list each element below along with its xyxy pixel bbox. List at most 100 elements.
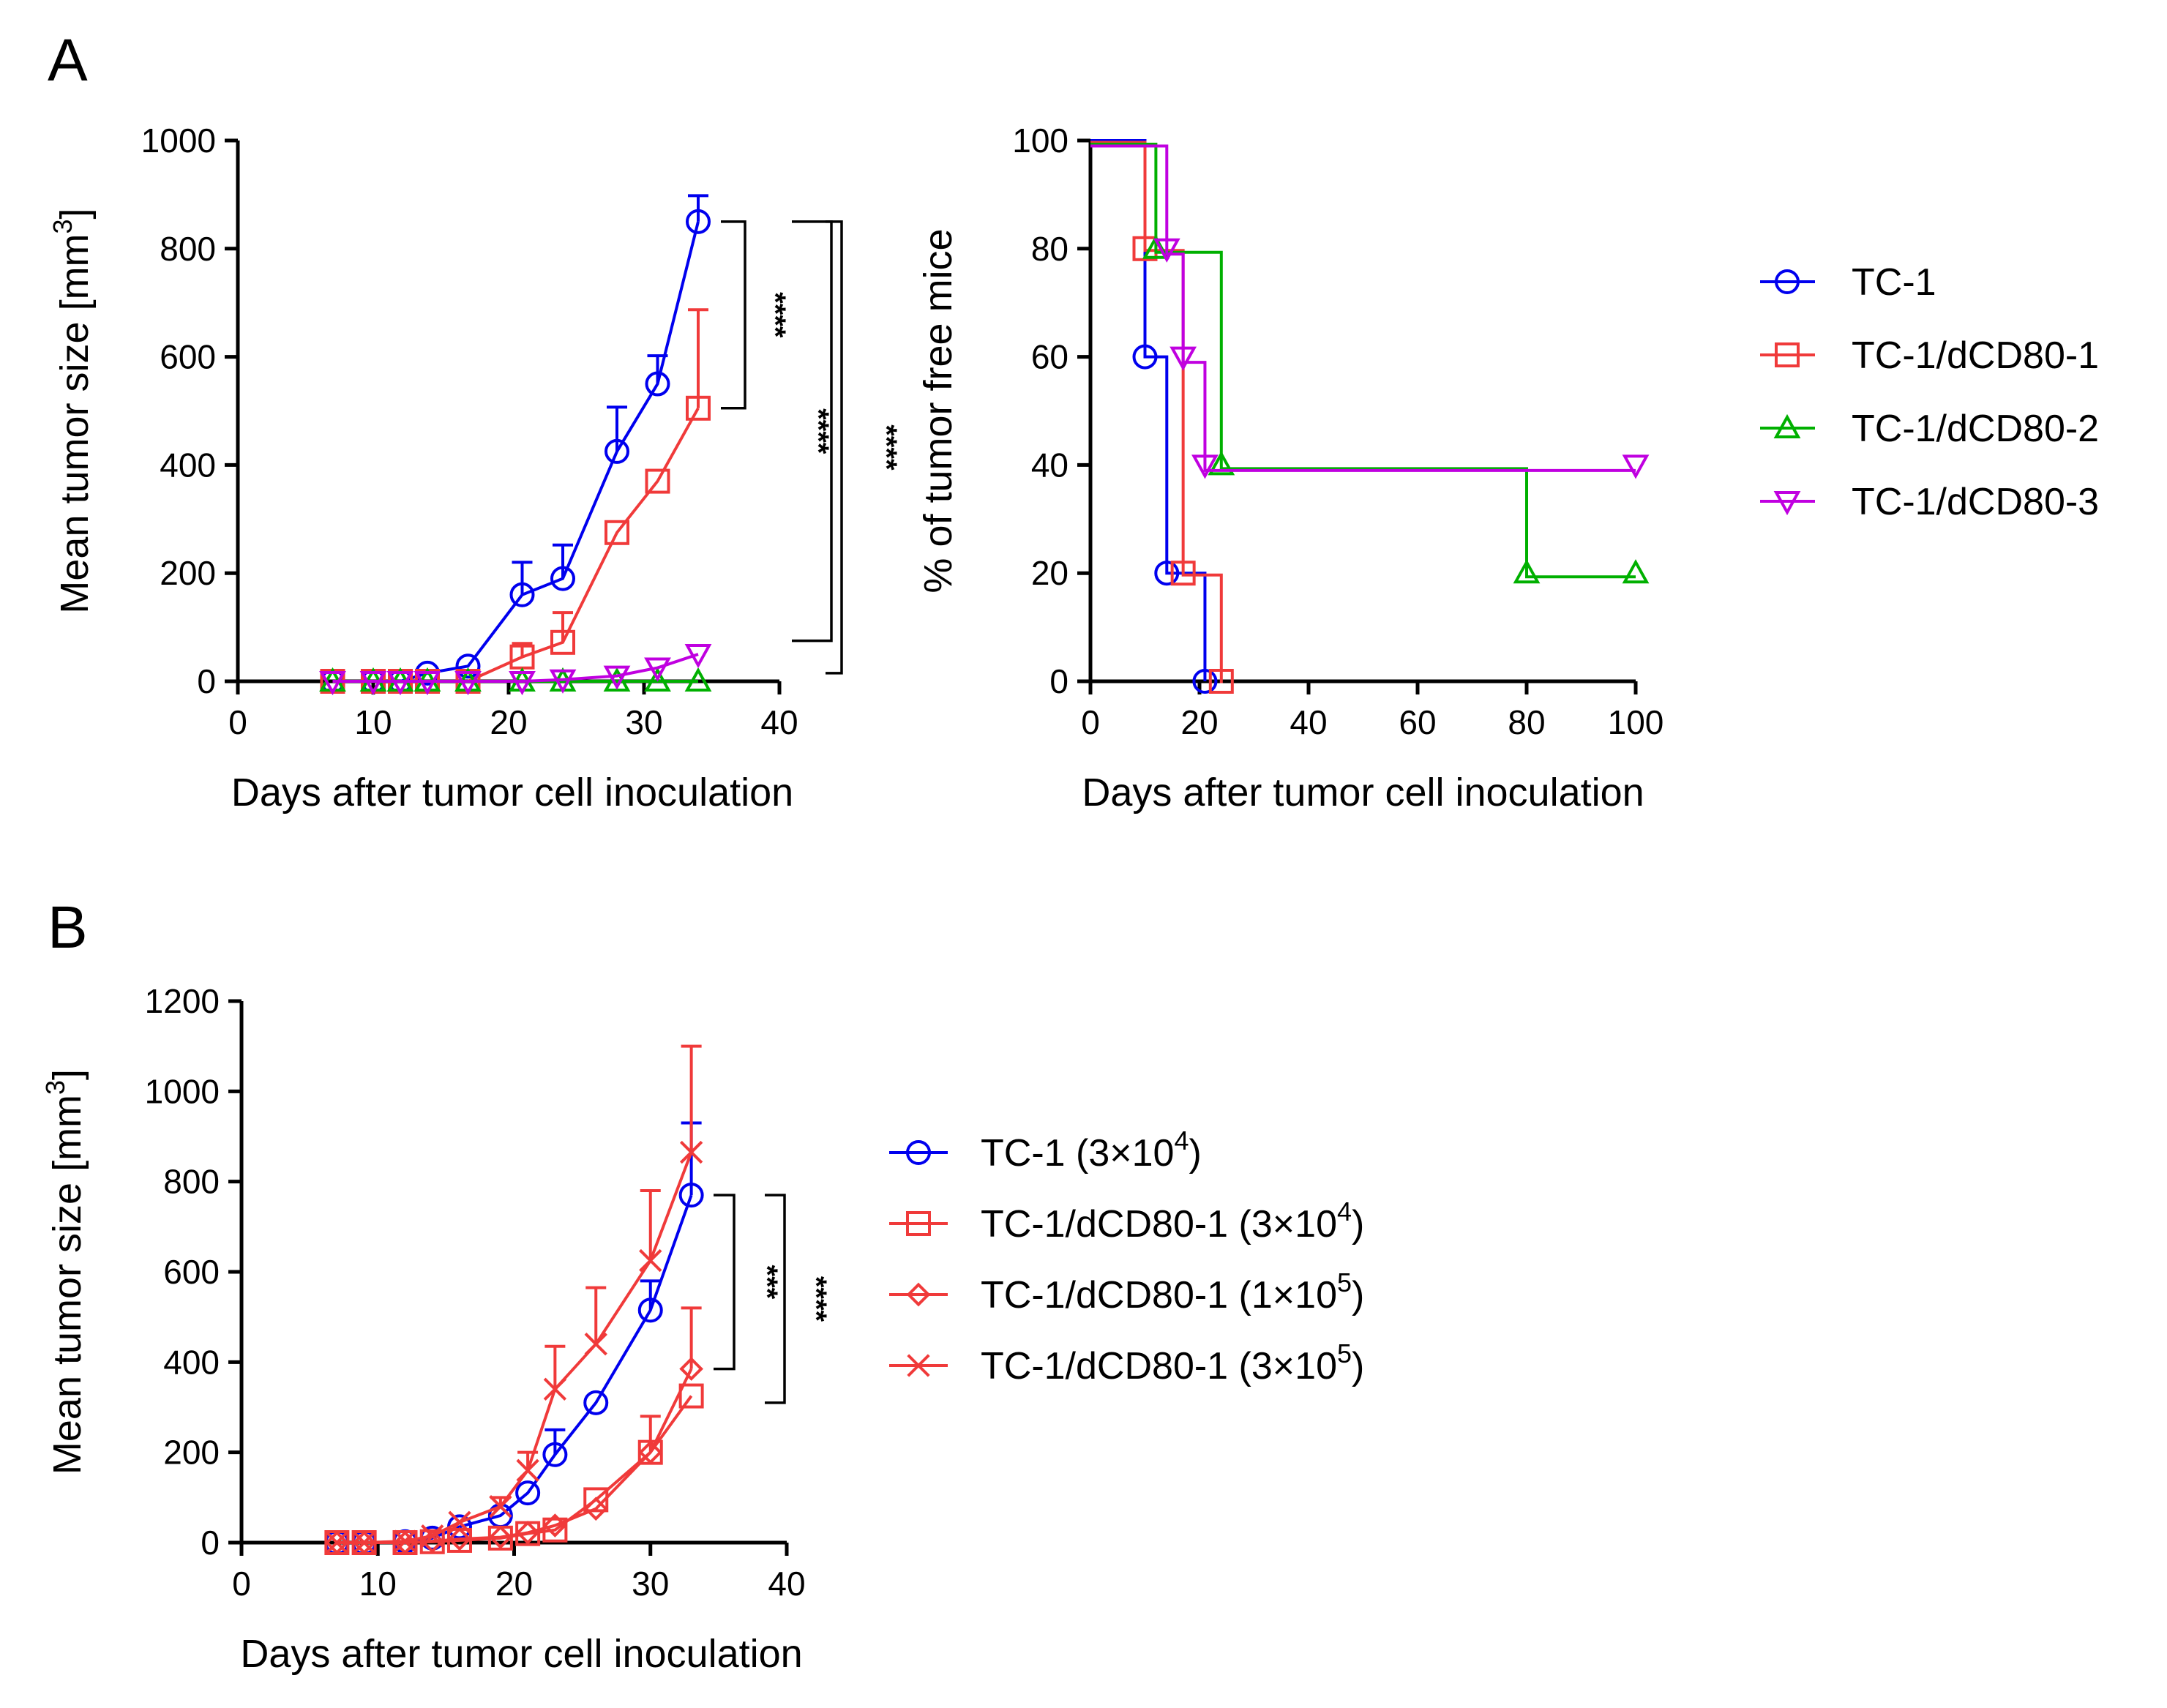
x-tick-label: 0: [228, 703, 247, 741]
legend-item-tc-1-dcd80-2: TC-1/dCD80-2: [1760, 408, 2099, 450]
x-tick-label: 10: [359, 1565, 397, 1603]
legend-label-text: TC-1/dCD80-1 (1×10: [981, 1274, 1337, 1316]
legend-label: TC-1 (3×104): [981, 1125, 1202, 1175]
legend-item-tc-1-dcd80-1-1-105: TC-1/dCD80-1 (1×105): [889, 1267, 1364, 1316]
data-point: [542, 1517, 568, 1543]
y-tick-label: 40: [1031, 446, 1068, 484]
panel-label-a: A: [48, 27, 88, 94]
data-point: [549, 669, 577, 694]
legend-item-tc-1-dcd80-1-3-104: TC-1/dCD80-1 (3×104): [889, 1196, 1364, 1246]
data-point: [1191, 454, 1219, 479]
data-point: [454, 671, 482, 696]
y-tick-label: 1200: [145, 982, 220, 1020]
y-tick-label: 80: [1031, 230, 1068, 268]
y-tick-label: 100: [1012, 121, 1068, 160]
chart-a-right: 0 20 40 60 80 100 0 20 40 60 80 100 Days after tumor…: [916, 121, 1663, 814]
legend-label: TC-1/dCD80-3: [1852, 481, 2099, 523]
data-point: [543, 1377, 567, 1401]
x-tick-label: 60: [1399, 703, 1436, 741]
legend-label: TC-1/dCD80-2: [1852, 408, 2099, 450]
data-point: [319, 671, 346, 696]
data-point: [584, 1333, 607, 1356]
legend-item-tc-1-dcd80-1: TC-1/dCD80-1: [1760, 334, 2099, 377]
legend-label: TC-1/dCD80-1: [1852, 334, 2099, 377]
survival-step-line: [1090, 143, 1636, 579]
data-point: [637, 1297, 663, 1323]
legend-label-superscript: 4: [1174, 1125, 1189, 1155]
data-point: [644, 667, 671, 692]
data-point: [455, 653, 481, 679]
data-point: [1192, 669, 1218, 694]
legend-marker: [1773, 491, 1801, 516]
data-point: [516, 1458, 539, 1482]
data-point: [1208, 669, 1234, 694]
x-tick-label: 100: [1608, 703, 1664, 741]
significance-label: ****: [759, 292, 791, 338]
legend-b: TC-1 (3×104) TC-1/dCD80-1 (3×104) TC-1/dCD…: [889, 1125, 1364, 1387]
legend-item-tc-1-3-104: TC-1 (3×104): [889, 1125, 1202, 1175]
y-tick-label: 20: [1031, 554, 1068, 592]
y-tick-label: 200: [163, 1434, 220, 1472]
series-line: [332, 407, 700, 683]
x-axis-label: Days after tumor cell inoculation: [240, 1632, 802, 1676]
x-axis-label: Days after tumor cell inoculation: [231, 771, 793, 814]
y-tick-label: 60: [1031, 338, 1068, 376]
y-axis-label: % of tumor free mice: [916, 228, 960, 593]
data-point: [679, 1140, 703, 1164]
legend-label-superscript: 5: [1337, 1338, 1352, 1368]
data-point: [421, 1524, 444, 1548]
data-point: [515, 1480, 541, 1506]
data-point: [352, 1531, 376, 1554]
data-point: [447, 1527, 472, 1551]
y-axis-label-end: ]: [53, 208, 97, 219]
data-point: [684, 644, 712, 669]
x-axis-label: Days after tumor cell inoculation: [1082, 771, 1644, 814]
y-axis-label-text: Mean tumor size [mm: [53, 233, 97, 613]
data-point: [605, 438, 629, 464]
data-point: [488, 1525, 513, 1549]
legend-marker: [1775, 342, 1800, 367]
y-tick-label: 1000: [145, 1072, 220, 1110]
x-tick-label: 80: [1508, 703, 1545, 741]
legend-label-superscript: 5: [1337, 1267, 1352, 1297]
series-tc-1-dcd80-1: [1090, 141, 1234, 694]
y-axis-label-end: ]: [45, 1069, 89, 1080]
data-point: [1170, 561, 1196, 586]
data-point: [1513, 559, 1541, 584]
data-point: [1622, 559, 1650, 584]
survival-step-line: [1090, 141, 1223, 683]
legend-label: TC-1/dCD80-1 (1×105): [981, 1267, 1364, 1316]
y-axis-label-superscript: 3: [48, 219, 78, 233]
data-point: [393, 1529, 417, 1553]
series-tc-1-dcd80-1-3-104: [324, 1383, 704, 1555]
series-tc-1: [320, 194, 711, 694]
series-tc-1-dcd80-3: [319, 644, 712, 696]
y-axis-label: Mean tumor size [mm3]: [40, 1069, 89, 1475]
legend-marker: [1775, 269, 1800, 294]
data-point: [509, 671, 536, 696]
data-point: [1208, 451, 1235, 476]
x-tick-label: 0: [232, 1565, 251, 1603]
data-point: [684, 667, 712, 692]
x-tick-label: 10: [354, 703, 392, 741]
survival-step-line: [1090, 139, 1207, 681]
significance-label: ****: [802, 408, 834, 454]
data-point: [638, 1440, 663, 1464]
legend-label: TC-1: [1852, 261, 1936, 304]
data-point: [325, 1530, 349, 1555]
data-point: [550, 629, 575, 655]
significance-label: ****: [870, 424, 902, 471]
data-point: [583, 1497, 608, 1521]
x-tick-label: 40: [768, 1565, 805, 1603]
y-tick-label: 0: [201, 1524, 220, 1562]
x-tick-label: 20: [495, 1565, 533, 1603]
data-point: [686, 395, 711, 421]
data-point: [686, 209, 711, 234]
data-point: [645, 371, 670, 397]
y-tick-label: 1000: [141, 121, 216, 160]
x-tick-label: 20: [1180, 703, 1218, 741]
data-point: [1154, 561, 1180, 586]
data-point: [515, 1521, 540, 1545]
x-tick-label: 0: [1081, 703, 1100, 741]
